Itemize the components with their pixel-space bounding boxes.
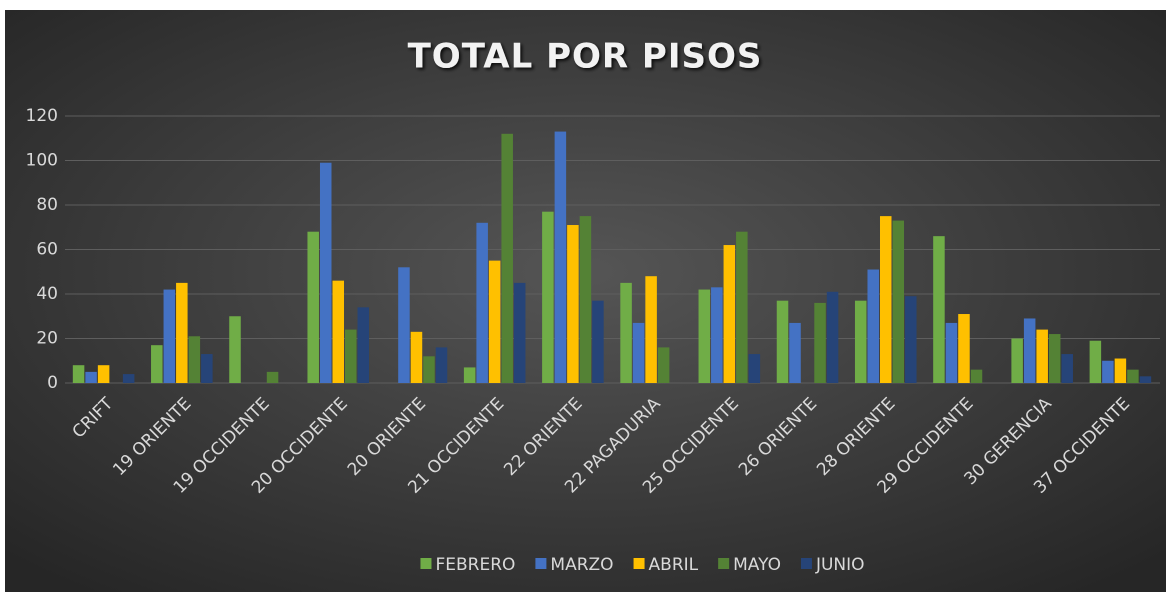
bar bbox=[266, 371, 279, 383]
bar bbox=[513, 282, 526, 383]
bar bbox=[1036, 329, 1048, 383]
bar bbox=[1139, 376, 1152, 383]
bar bbox=[476, 222, 488, 383]
bar bbox=[398, 267, 410, 383]
bar bbox=[723, 245, 736, 383]
bar bbox=[879, 216, 892, 383]
bar bbox=[357, 307, 370, 383]
bar bbox=[620, 282, 632, 383]
bar bbox=[736, 231, 748, 383]
bar bbox=[188, 336, 201, 383]
bar bbox=[410, 331, 423, 383]
legend: FEBRERO MARZO ABRIL MAYO JUNIO bbox=[420, 555, 865, 575]
chart-title: TOTAL POR PISOS bbox=[408, 37, 763, 77]
y-tick-label: 20 bbox=[36, 329, 58, 349]
bar bbox=[632, 322, 645, 383]
bar bbox=[163, 289, 176, 383]
bar bbox=[332, 280, 345, 383]
bar bbox=[579, 216, 592, 383]
bar bbox=[488, 260, 501, 383]
y-tick-label: 0 bbox=[47, 373, 58, 393]
bar bbox=[1114, 358, 1127, 383]
bar bbox=[463, 367, 476, 383]
bar bbox=[1127, 369, 1139, 383]
bar bbox=[645, 276, 657, 383]
bar bbox=[201, 354, 213, 383]
bar bbox=[776, 300, 789, 383]
legend-swatch bbox=[633, 558, 645, 569]
bar bbox=[1102, 360, 1114, 383]
bar bbox=[933, 236, 945, 383]
bar bbox=[554, 131, 567, 383]
bar bbox=[814, 302, 826, 383]
bar bbox=[176, 282, 188, 383]
y-tick-label: 40 bbox=[36, 284, 58, 304]
bar bbox=[826, 291, 839, 383]
legend-label: FEBRERO bbox=[435, 555, 515, 575]
bar bbox=[905, 296, 917, 383]
bar bbox=[1061, 354, 1073, 383]
bar bbox=[592, 300, 604, 383]
y-tick-label: 60 bbox=[36, 240, 58, 260]
bar bbox=[958, 314, 970, 383]
bar bbox=[748, 354, 761, 383]
y-tick-label: 80 bbox=[36, 195, 58, 215]
bar bbox=[542, 211, 554, 383]
bar bbox=[970, 369, 983, 383]
bar bbox=[854, 300, 867, 383]
legend-label: MAYO bbox=[733, 555, 781, 575]
bar bbox=[711, 287, 723, 383]
bar bbox=[501, 133, 513, 383]
bar bbox=[867, 269, 879, 383]
legend-label: JUNIO bbox=[815, 555, 865, 575]
bar bbox=[657, 347, 670, 383]
legend-label: ABRIL bbox=[649, 555, 699, 575]
bar bbox=[319, 162, 332, 383]
bar bbox=[789, 322, 801, 383]
bar bbox=[1048, 334, 1061, 383]
bar bbox=[345, 329, 357, 383]
bar bbox=[72, 365, 85, 383]
bar bbox=[97, 365, 110, 383]
bar bbox=[1011, 338, 1023, 383]
bar bbox=[945, 322, 958, 383]
y-tick-label: 100 bbox=[26, 151, 58, 171]
bar bbox=[307, 231, 319, 383]
legend-swatch bbox=[420, 558, 432, 569]
legend-label: MARZO bbox=[550, 555, 613, 575]
y-tick-label: 120 bbox=[26, 106, 58, 126]
legend-swatch bbox=[535, 558, 547, 569]
bar bbox=[85, 371, 97, 383]
bar bbox=[122, 374, 135, 383]
bar bbox=[892, 220, 905, 383]
bar bbox=[435, 347, 448, 383]
bar bbox=[151, 345, 163, 383]
bar bbox=[698, 289, 711, 383]
bar bbox=[567, 225, 579, 383]
bar bbox=[1023, 318, 1036, 383]
legend-swatch bbox=[800, 558, 812, 569]
legend-swatch bbox=[718, 558, 730, 569]
bar bbox=[1089, 340, 1102, 383]
bar bbox=[229, 316, 241, 383]
bar bbox=[423, 356, 435, 383]
